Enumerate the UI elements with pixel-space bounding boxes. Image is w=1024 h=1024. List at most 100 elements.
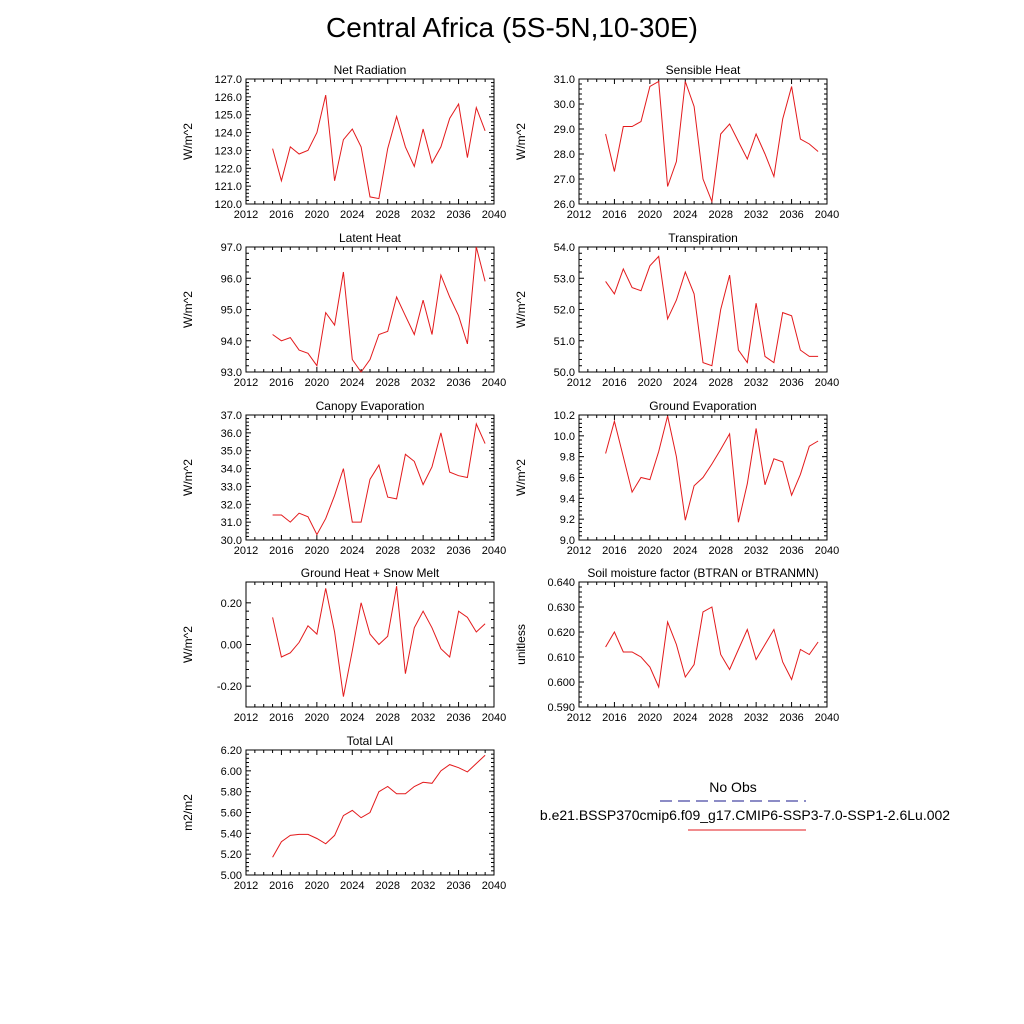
x-tick-label: 2012	[234, 545, 258, 557]
y-tick-label: 9.0	[560, 535, 575, 547]
y-tick-label: 97.0	[221, 242, 242, 254]
x-tick-label: 2028	[708, 712, 732, 724]
panel-8: Total LAI m2/m2 2012 2016 2020 2024 2028 2032 20…	[181, 734, 506, 892]
x-tick-label: 2020	[638, 209, 662, 221]
x-tick-label: 2028	[708, 377, 732, 389]
panel-title: Soil moisture factor (BTRAN or BTRANMN)	[587, 566, 818, 580]
x-tick-label: 2036	[446, 712, 470, 724]
x-tick-label: 2036	[779, 712, 803, 724]
series-line	[605, 606, 819, 689]
x-tick-label: 2012	[234, 209, 258, 221]
y-axis-label: unitless	[514, 624, 528, 665]
x-tick-label: 2036	[446, 545, 470, 557]
x-tick-label: 2032	[744, 712, 768, 724]
y-tick-label: 10.0	[554, 431, 575, 443]
x-tick-label: 2040	[815, 712, 839, 724]
y-tick-label: 5.60	[221, 808, 242, 820]
x-tick-label: 2040	[482, 209, 506, 221]
y-tick-label: 0.640	[547, 577, 575, 589]
x-tick-label: 2024	[340, 545, 364, 557]
x-tick-label: 2016	[269, 880, 293, 892]
y-tick-label: 9.6	[560, 473, 575, 485]
y-tick-label: 52.0	[554, 305, 575, 317]
y-tick-label: 120.0	[214, 199, 242, 211]
panel-frame	[578, 78, 828, 205]
legend-obs-label: No Obs	[709, 779, 757, 795]
y-tick-label: 123.0	[214, 145, 242, 157]
x-tick-label: 2040	[482, 377, 506, 389]
x-tick-label: 2028	[375, 880, 399, 892]
x-tick-label: 2016	[602, 209, 626, 221]
x-tick-label: 2040	[482, 545, 506, 557]
x-tick-label: 2028	[375, 545, 399, 557]
y-tick-label: 26.0	[554, 199, 575, 211]
y-axis-label: W/m^2	[514, 291, 528, 328]
figure-title: Central Africa (5S-5N,10-30E)	[326, 12, 698, 43]
y-tick-label: 9.8	[560, 452, 575, 464]
x-tick-label: 2036	[446, 209, 470, 221]
x-tick-label: 2012	[567, 209, 591, 221]
y-tick-label: 30.0	[221, 535, 242, 547]
x-tick-label: 2032	[411, 545, 435, 557]
x-tick-label: 2020	[305, 545, 329, 557]
x-tick-label: 2032	[744, 209, 768, 221]
panel-frame	[578, 246, 828, 373]
x-tick-label: 2020	[305, 377, 329, 389]
y-tick-label: 126.0	[214, 92, 242, 104]
y-tick-label: 10.2	[554, 410, 575, 422]
y-tick-label: 94.0	[221, 336, 242, 348]
panel-2: Latent Heat W/m^2 2012 2016 2020 2024 2028 2032…	[181, 231, 506, 389]
x-tick-label: 2012	[567, 712, 591, 724]
y-tick-label: 96.0	[221, 273, 242, 285]
y-axis-label: W/m^2	[514, 459, 528, 496]
y-tick-label: 6.20	[221, 745, 242, 757]
y-tick-label: -0.20	[217, 681, 242, 693]
x-tick-label: 2028	[375, 209, 399, 221]
panel-title: Sensible Heat	[666, 63, 741, 77]
y-axis-label: W/m^2	[181, 459, 195, 496]
panel-title: Latent Heat	[339, 231, 402, 245]
x-tick-label: 2020	[305, 712, 329, 724]
x-tick-label: 2032	[411, 712, 435, 724]
panel-1: Sensible Heat W/m^2 2012 2016 2020 2024 2028 20…	[514, 63, 839, 221]
y-tick-label: 5.20	[221, 849, 242, 861]
y-axis-label: W/m^2	[181, 291, 195, 328]
x-tick-label: 2036	[446, 880, 470, 892]
y-tick-label: 53.0	[554, 273, 575, 285]
y-tick-label: 9.4	[560, 493, 575, 505]
x-tick-label: 2036	[779, 377, 803, 389]
x-tick-label: 2032	[411, 209, 435, 221]
x-tick-label: 2012	[234, 712, 258, 724]
y-tick-label: 5.80	[221, 787, 242, 799]
series-line	[272, 94, 486, 200]
x-tick-label: 2020	[638, 545, 662, 557]
panel-title: Total LAI	[347, 734, 394, 748]
panel-title: Canopy Evaporation	[316, 399, 425, 413]
y-tick-label: 0.600	[547, 677, 575, 689]
y-tick-label: 0.610	[547, 652, 575, 664]
panel-3: Transpiration W/m^2 2012 2016 2020 2024 2028 20…	[514, 231, 839, 389]
panel-5: Ground Evaporation W/m^2 2012 2016 2020 2024 2…	[514, 399, 839, 557]
x-tick-label: 2024	[673, 209, 697, 221]
y-tick-label: 0.590	[547, 702, 575, 714]
y-tick-label: 31.0	[221, 517, 242, 529]
y-tick-label: 0.630	[547, 602, 575, 614]
series-line	[272, 754, 486, 858]
y-tick-label: 0.20	[221, 598, 242, 610]
x-tick-label: 2032	[411, 880, 435, 892]
x-tick-label: 2016	[602, 545, 626, 557]
x-tick-label: 2012	[234, 880, 258, 892]
series-line	[605, 255, 819, 367]
panel-title: Ground Evaporation	[649, 399, 756, 413]
y-tick-label: 6.00	[221, 766, 242, 778]
series-line	[272, 422, 486, 536]
panel-frame	[245, 414, 495, 541]
y-tick-label: 93.0	[221, 367, 242, 379]
legend-case-label: b.e21.BSSP370cmip6.f09_g17.CMIP6-SSP3-7.…	[539, 807, 951, 823]
panel-7: Soil moisture factor (BTRAN or BTRANMN) u…	[514, 566, 839, 724]
y-tick-label: 34.0	[221, 464, 242, 476]
y-axis-label: W/m^2	[181, 626, 195, 663]
x-tick-label: 2028	[708, 209, 732, 221]
y-tick-label: 122.0	[214, 163, 242, 175]
